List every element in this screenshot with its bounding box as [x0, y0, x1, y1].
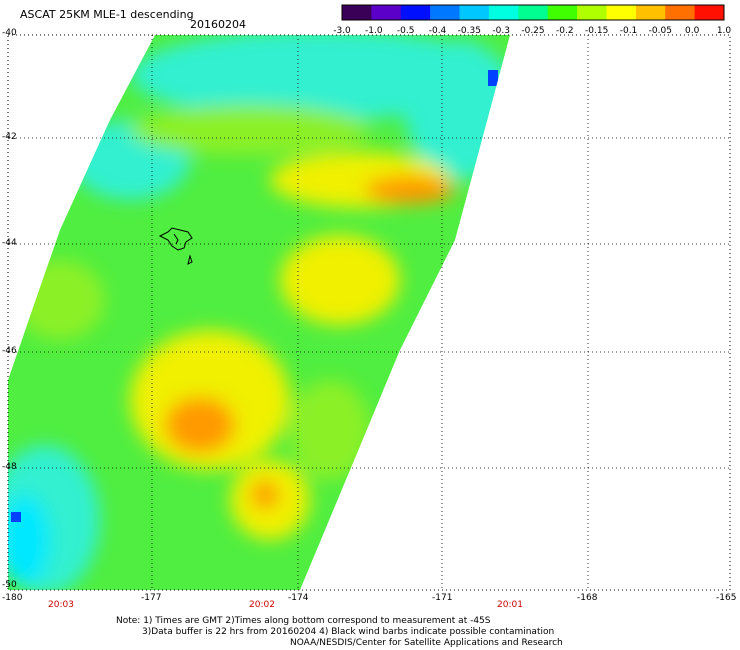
colorbar-label: 1.0: [716, 26, 732, 36]
product-date: 20160204: [190, 18, 246, 31]
yellow-band-ne: [270, 152, 450, 208]
colorbar-swatch: [430, 5, 461, 20]
colorbar: [341, 4, 725, 21]
colorbar-swatch: [694, 5, 725, 20]
colorbar-label: -0.5: [396, 26, 415, 36]
cyan-region-east: [405, 40, 510, 180]
lat-label: -40: [2, 28, 17, 38]
cyan-region-west: [70, 120, 190, 200]
colorbar-swatch: [606, 5, 637, 20]
latlon-grid: [8, 35, 730, 590]
lon-label: -177: [141, 593, 162, 603]
colorbar-swatch: [459, 5, 490, 20]
colorbar-swatch: [371, 5, 402, 20]
yellow-south: [230, 460, 310, 540]
wind-swath: [8, 35, 510, 590]
colorbar-swatch: [342, 5, 372, 20]
colorbar-label: -0.1: [619, 26, 638, 36]
lon-label: -174: [288, 593, 309, 603]
yellow-band-mid: [280, 235, 400, 325]
map-frame: [7, 34, 731, 591]
lightgreen-west: [15, 260, 105, 340]
lon-label: -165: [716, 593, 737, 603]
colorbar-label: -0.15: [585, 26, 609, 36]
orange-south: [251, 481, 279, 509]
green-lower-right: [290, 380, 370, 480]
colorbar-label: -0.05: [648, 26, 672, 36]
cyan-region-north: [130, 35, 510, 120]
island-outline: [158, 227, 193, 265]
lon-label: -171: [432, 593, 453, 603]
time-label: 20:02: [249, 600, 275, 610]
colorbar-swatch: [488, 5, 519, 20]
colorbar-swatch: [577, 5, 607, 20]
colorbar-label: -0.3: [492, 26, 510, 36]
footer-note-line2: 3)Data buffer is 22 hrs from 20160204 4)…: [142, 627, 555, 637]
lat-label: -46: [2, 346, 17, 356]
lat-label: -42: [2, 132, 17, 142]
product-title: ASCAT 25KM MLE-1 descending: [20, 8, 194, 21]
colorbar-swatch: [665, 5, 696, 20]
time-label: 20:03: [48, 600, 74, 610]
lat-label: -50: [2, 580, 17, 590]
footer-credit: NOAA/NESDIS/Center for Satellite Applica…: [290, 638, 563, 648]
colorbar-swatch: [547, 5, 578, 20]
lon-label: -168: [577, 593, 598, 603]
colorbar-label: -0.2: [556, 26, 574, 36]
footer-note-line1: Note: 1) Times are GMT 2)Times along bot…: [116, 616, 491, 626]
lat-label: -44: [2, 238, 17, 248]
colorbar-label: 0.0: [684, 26, 700, 36]
lightgreen-band: [130, 105, 370, 155]
colorbar-swatch: [635, 5, 666, 20]
orange-center: [165, 397, 235, 453]
colorbar-swatch: [400, 5, 431, 20]
colorbar-label: -0.25: [521, 26, 545, 36]
colorbar-label: -0.35: [457, 26, 481, 36]
colorbar-label: -3.0: [333, 26, 351, 36]
yellow-center: [130, 330, 290, 470]
blue-pixel-ne: [488, 70, 498, 86]
time-label: 20:01: [497, 600, 523, 610]
blue-pixel-sw: [11, 512, 21, 522]
colorbar-label: -1.0: [365, 26, 383, 36]
lon-label: -180: [2, 593, 23, 603]
colorbar-label: -0.4: [428, 26, 447, 36]
orange-feature-ne: [365, 176, 455, 204]
colorbar-swatch: [518, 5, 549, 20]
lat-label: -48: [2, 462, 17, 472]
aqua-region-sw: [8, 495, 50, 585]
